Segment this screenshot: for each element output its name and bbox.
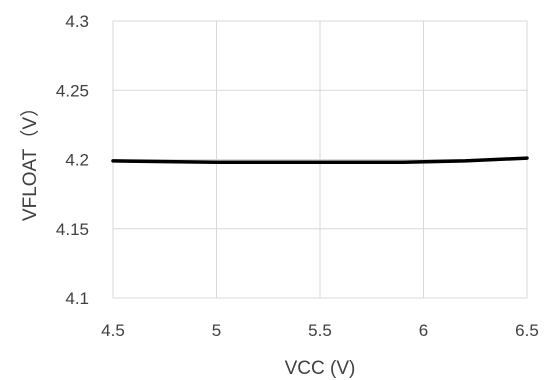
x-tick-label: 4.5 <box>101 321 125 340</box>
y-tick-label: 4.2 <box>65 151 89 170</box>
series-group <box>111 156 529 165</box>
y-tick-label: 4.3 <box>65 12 89 31</box>
y-tick-label: 4.25 <box>56 81 89 100</box>
x-tick-label: 6 <box>419 321 428 340</box>
series-line <box>111 156 529 165</box>
x-tick-label: 5 <box>212 321 221 340</box>
y-tick-labels: 4.1 4.15 4.2 4.25 4.3 <box>56 12 89 308</box>
y-axis-title: VFLOAT（V） <box>19 98 41 221</box>
y-tick-label: 4.1 <box>65 289 89 308</box>
x-tick-label: 6.5 <box>515 321 539 340</box>
x-axis-title: VCC (V) <box>285 358 356 379</box>
x-tick-label: 5.5 <box>308 321 332 340</box>
y-tick-label: 4.15 <box>56 220 89 239</box>
x-tick-labels: 4.5 5 5.5 6 6.5 <box>101 321 539 340</box>
